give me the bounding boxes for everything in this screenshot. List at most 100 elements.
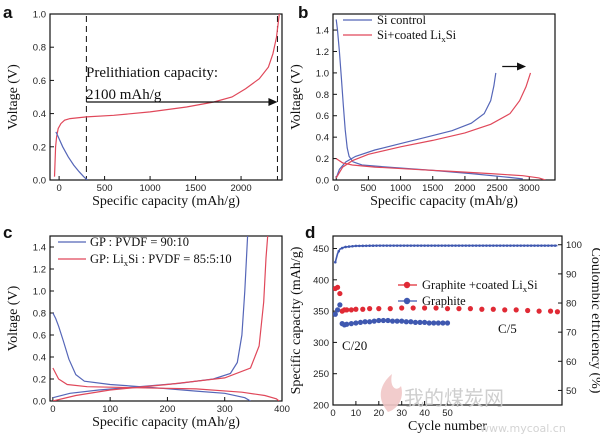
y-right-tick-label: 50: [566, 386, 577, 397]
y-tick-label: 1.4: [316, 26, 329, 37]
x-tick-label: 0: [56, 183, 61, 194]
coulombic-efficiency-point: [485, 244, 488, 247]
series-line-red: [52, 236, 269, 401]
annotation-line-1: Prelithiation capacity:: [86, 65, 218, 81]
coulombic-efficiency-point: [333, 260, 337, 264]
coulombic-efficiency-point: [340, 246, 344, 250]
coulombic-efficiency-point: [540, 244, 543, 247]
series-line-red: [335, 72, 532, 179]
legend-entry: GP: LixSi : PVDF = 85:5:10: [90, 252, 232, 268]
y-tick-label: 0.2: [316, 154, 329, 165]
y-tick-label: 0.6: [33, 76, 46, 87]
coulombic-efficiency-point: [454, 244, 457, 247]
coulombic-efficiency-point: [478, 244, 481, 247]
coulombic-efficiency-point: [516, 244, 519, 247]
y-right-tick-label: 80: [566, 299, 577, 310]
coulombic-efficiency-point: [522, 244, 526, 247]
coulombic-efficiency-point: [492, 244, 495, 247]
coulombic-efficiency-point: [430, 244, 433, 247]
data-point-graphite: [371, 318, 377, 324]
data-point-graphite: [367, 319, 373, 325]
data-point-graphite: [444, 320, 451, 326]
y-tick-label: 1.4: [33, 243, 46, 254]
coulombic-efficiency-point: [358, 244, 361, 248]
data-point-graphite-lixsi: [422, 305, 428, 311]
coulombic-efficiency-point: [351, 244, 354, 248]
x-tick-label: 3000: [519, 183, 540, 194]
panel-label-d: d: [305, 223, 315, 242]
coulombic-efficiency-point: [533, 244, 536, 247]
x-tick-label: 0: [50, 404, 55, 415]
coulombic-efficiency-point: [354, 244, 358, 248]
legend-marker: [403, 297, 411, 305]
data-point-graphite: [337, 302, 343, 308]
data-point-graphite-lixsi: [502, 307, 508, 313]
y-right-tick-label: 60: [566, 357, 577, 368]
coulombic-efficiency-point: [512, 244, 516, 247]
data-point-graphite: [403, 319, 409, 325]
x-tick-label: 400: [274, 404, 290, 415]
series-line-red: [53, 14, 280, 177]
legend-marker: [403, 281, 411, 289]
y-right-tick-label: 90: [566, 269, 577, 280]
data-point-graphite-lixsi: [367, 306, 373, 312]
data-point-graphite: [357, 319, 364, 325]
y-right-tick-label: 100: [566, 240, 582, 251]
x-tick-label: 0: [334, 183, 339, 194]
data-point-graphite-lixsi: [376, 306, 382, 312]
panel-label-b: b: [298, 3, 308, 22]
panel-c: c 0 100 200 300 400 0.0 0.2 0.4 0.6 0.8 1.0 1.2 1.4 Sp…: [3, 223, 290, 430]
y-axis-label: Specific capacity (mAh/g): [289, 246, 304, 394]
coulombic-efficiency-point: [395, 244, 399, 247]
y-tick-label: 1.0: [33, 287, 46, 298]
data-point-graphite-lixsi: [344, 307, 350, 313]
data-point-graphite-lixsi: [353, 306, 359, 312]
coulombic-efficiency-point: [419, 244, 423, 247]
coulombic-efficiency-point: [505, 244, 509, 247]
series-line-blue: [335, 72, 497, 179]
data-point-graphite-lixsi: [479, 306, 485, 312]
x-tick-label: 30: [396, 408, 407, 419]
x-tick-label: 20: [374, 408, 385, 419]
coulombic-efficiency-point: [546, 244, 550, 247]
x-tick-label: 100: [102, 404, 118, 415]
data-point-graphite: [435, 320, 441, 326]
data-point-graphite: [333, 311, 338, 317]
data-point-graphite-lixsi: [490, 306, 496, 312]
data-point-graphite-lixsi: [554, 309, 561, 315]
series-line-blue: [52, 312, 251, 401]
coulombic-efficiency-point: [495, 244, 499, 247]
x-tick-label: 1500: [422, 183, 443, 194]
coulombic-efficiency-point: [361, 244, 365, 248]
y-tick-label: 1.0: [33, 10, 46, 21]
y-axis-label: Voltage (V): [6, 64, 21, 130]
y-tick-label: 300: [313, 338, 329, 349]
coulombic-efficiency-point: [388, 244, 392, 247]
series-line-blue: [335, 19, 523, 180]
annotation-line-2: 2100 mAh/g: [86, 87, 162, 103]
coulombic-efficiency-point: [447, 244, 450, 247]
coulombic-efficiency-point: [423, 244, 426, 247]
y-tick-label: 0.4: [316, 133, 329, 144]
data-point-graphite-lixsi: [348, 307, 354, 313]
x-tick-label: 2500: [487, 183, 508, 194]
legend-entry: GP : PVDF = 90:10: [90, 235, 189, 249]
watermark-url: www.mycoal.cn: [480, 422, 566, 435]
x-axis-label: Specific capacity (mAh/g): [92, 194, 240, 209]
coulombic-efficiency-point: [481, 244, 485, 247]
data-point-graphite-lixsi: [536, 308, 542, 314]
coulombic-efficiency-point: [443, 244, 447, 247]
watermark-text: 我的煤炭网: [404, 386, 504, 410]
y-right-tick-label: 70: [566, 328, 577, 339]
coulombic-efficiency-point: [474, 244, 478, 247]
coulombic-efficiency-point: [543, 244, 547, 247]
coulombic-efficiency-point: [402, 244, 406, 247]
coulombic-efficiency-point: [467, 244, 471, 247]
rate-label-c20: C/20: [342, 338, 367, 353]
y-tick-label: 400: [313, 275, 329, 286]
coulombic-efficiency-point: [371, 244, 375, 247]
coulombic-efficiency-point: [519, 244, 523, 247]
data-point-graphite-lixsi: [467, 306, 473, 312]
data-point-graphite-lixsi: [334, 284, 341, 290]
coulombic-efficiency-point: [399, 244, 402, 247]
